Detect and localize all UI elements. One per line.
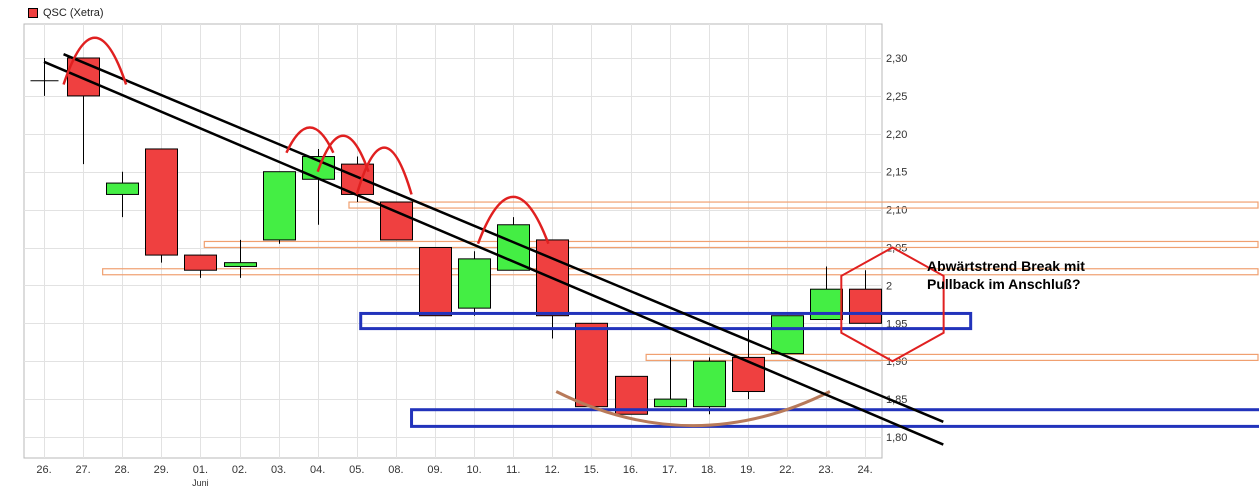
candle-body [106,182,139,195]
x-tick-label: 24. [857,464,872,476]
candle-body [849,288,882,324]
y-tick-label: 2 [886,280,892,292]
trend-lines [43,53,944,446]
candle-body [67,57,100,97]
candle-02 [224,239,257,278]
arc-annotation [355,146,413,195]
candle-body [693,360,726,408]
x-tick-label: 23. [818,464,833,476]
trend-line [63,53,944,423]
candle-18 [693,357,726,415]
x-tick-label: 26. [36,464,51,476]
x-tick-label: 15. [584,464,599,476]
x-tick-label: 29. [154,464,169,476]
candle-body [224,262,257,267]
x-tick-label: 18. [701,464,716,476]
x-tick-label: 22. [779,464,794,476]
candle-22 [771,315,804,355]
x-tick-label: 04. [310,464,325,476]
candle-body [419,247,452,317]
x-tick-label: 02. [232,464,247,476]
candle-10 [458,251,491,316]
resistance-levels [102,201,1259,362]
y-tick-label: 2,10 [886,205,907,217]
arc-annotation [476,195,550,245]
y-tick-label: 2,30 [886,53,907,65]
arcs [62,36,550,245]
x-tick-label: 28. [115,464,130,476]
candle-03 [263,171,296,244]
candles [30,57,882,415]
resistance-line [102,268,1259,276]
candle-body [145,148,178,256]
bowl-curve [555,390,831,428]
resistance-line [645,353,1259,362]
candle-body [771,315,804,355]
candle-01 [184,254,217,278]
candle-body [654,398,687,408]
y-tick-label: 2,25 [886,91,907,103]
y-tick-label: 2,05 [886,243,907,255]
x-tick-label: 03. [271,464,286,476]
candle-body [263,171,296,241]
legend: QSC (Xetra) [28,6,104,20]
annotation-line-1: Abwärtstrend Break mit [927,258,1085,274]
candle-body [732,356,765,393]
candle-16 [615,375,648,415]
y-tick-label: 1,85 [886,394,907,406]
y-tick-label: 1,80 [886,432,907,444]
support-box [359,311,973,331]
support-boxes [359,311,1259,428]
candle-body [458,258,491,309]
hexagon-annotation [840,246,945,363]
x-tick-label: 10. [466,464,481,476]
resistance-line [348,201,1259,209]
annotation-line-2: Pullback im Anschluß? [927,276,1081,292]
arc-annotation [62,36,128,85]
candle-15 [575,322,608,408]
trend-line [43,60,944,446]
candle-29 [145,148,178,263]
y-tick-label: 2,20 [886,129,907,141]
resistance-line [203,240,1259,249]
month-label: Juni [192,478,209,488]
arc-annotation [316,134,370,173]
y-tick-label: 2,15 [886,167,907,179]
x-tick-label: 19. [740,464,755,476]
x-tick-label: 05. [349,464,364,476]
support-box [410,408,1259,428]
candle-body [810,288,843,321]
x-tick-label: 17. [662,464,677,476]
x-axis: 26. 27. 28. 29. 01. 02. 03. 04. 05. 08. 09. 10. 11. 1… [36,464,872,488]
x-tick-label: 08. [388,464,403,476]
x-tick-label: 27. [75,464,90,476]
candle-body [615,375,648,415]
candle-17 [654,357,687,408]
y-tick-label: 1,90 [886,356,907,368]
x-tick-label: 01. [193,464,208,476]
legend-series-name: QSC (Xetra) [43,7,104,19]
legend-swatch [28,8,38,18]
x-tick-label: 16. [623,464,638,476]
arc-annotation [285,126,335,154]
x-tick-label: 09. [427,464,442,476]
x-tick-label: 12. [545,464,560,476]
candle-27 [67,57,100,165]
candle-28 [106,171,139,218]
candle-body [575,322,608,408]
candle-09 [419,247,452,317]
candle-26 [30,58,59,96]
x-tick-label: 11. [506,464,520,476]
annotation-text: Abwärtstrend Break mit Pullback im Ansch… [927,257,1137,293]
candle-body [184,254,217,271]
